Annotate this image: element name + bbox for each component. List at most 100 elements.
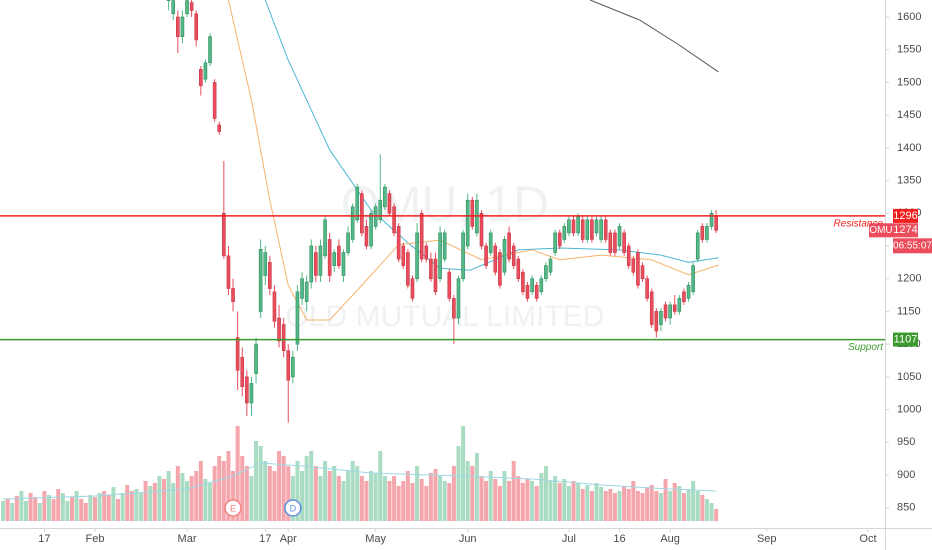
price-tags: 1296 1107 OMU 1274 06:55:07	[869, 208, 932, 347]
volume-bar	[157, 476, 162, 521]
volume-bar	[143, 481, 148, 521]
volume-bar	[203, 479, 208, 521]
volume-bar	[382, 476, 387, 521]
candle-body	[286, 350, 291, 381]
candle-body	[521, 271, 525, 293]
volume-bar	[244, 466, 249, 521]
volume-bar	[60, 493, 65, 521]
y-tick-label: 1600	[897, 11, 921, 23]
volume-ma-line	[2, 462, 717, 500]
candle-body	[254, 343, 258, 374]
candle-body	[415, 232, 419, 280]
volume-bar	[56, 489, 61, 521]
moving-average-line	[227, 0, 719, 321]
x-tick-label: Oct	[859, 533, 876, 545]
candle-body	[599, 219, 603, 240]
volume-bar	[516, 476, 521, 521]
volume-bar	[106, 495, 111, 521]
candle-body	[396, 226, 401, 260]
volume-bar	[566, 486, 571, 521]
candle-body	[208, 36, 212, 64]
candle-body	[176, 16, 180, 37]
candle-body	[217, 124, 222, 132]
volume-bar	[714, 509, 719, 521]
candle-body	[355, 186, 360, 221]
volume-bar	[194, 471, 199, 521]
x-tick-label: 16	[613, 533, 625, 545]
candle-body	[479, 212, 484, 247]
candle-body	[189, 2, 194, 11]
event-marker	[284, 499, 302, 517]
volume-bar	[277, 451, 282, 521]
volume-bar	[208, 483, 213, 521]
volume-bar	[663, 479, 668, 521]
volume-bar	[548, 481, 553, 521]
volume-bar	[704, 499, 709, 521]
candle-body	[544, 265, 548, 280]
candle-body	[636, 252, 640, 286]
candle-body	[281, 324, 286, 351]
candle-body	[277, 317, 281, 342]
candle-body	[309, 245, 314, 283]
candle-body	[488, 232, 493, 253]
volume-bar	[313, 466, 318, 521]
volume-bar	[23, 501, 28, 521]
volume-bar	[640, 493, 645, 521]
volume-bar	[258, 446, 263, 521]
candle-body	[314, 252, 318, 276]
candle-body	[341, 252, 346, 276]
candle-body	[654, 311, 659, 332]
candle-body	[493, 245, 498, 273]
volume-bar	[530, 481, 535, 521]
candle-body	[590, 219, 594, 240]
candle-body	[410, 278, 415, 299]
candle-body	[617, 226, 622, 247]
candle-body	[235, 337, 240, 371]
volume-bar	[226, 451, 231, 521]
volume-bar	[497, 486, 502, 521]
candle-body	[626, 245, 631, 266]
candle-body	[677, 298, 682, 312]
volume-bar	[33, 497, 38, 521]
level-tag	[893, 332, 918, 347]
volume-bar	[571, 481, 576, 521]
volume-bar	[300, 471, 305, 521]
level-label: Support	[848, 342, 884, 353]
volume-bar	[502, 471, 507, 521]
volume-bar	[0, 501, 5, 521]
volume-bar	[387, 481, 392, 521]
volume-bar	[295, 461, 300, 521]
candle-body	[240, 356, 245, 387]
volume-bar	[626, 489, 631, 521]
volume-bar	[405, 471, 410, 521]
volume-bar	[631, 481, 636, 521]
x-tick-label: 17	[259, 533, 271, 545]
candle-body	[360, 193, 364, 234]
candle-body	[171, 0, 176, 15]
candle-body	[245, 376, 249, 404]
volume-bar	[608, 489, 613, 521]
candle-body	[185, 0, 189, 15]
y-tick-label: 1000	[897, 403, 921, 415]
volume-bar	[346, 471, 351, 521]
candle-body	[387, 193, 392, 214]
volume-bar	[534, 486, 539, 521]
volume-bar	[341, 481, 346, 521]
candle-body	[659, 311, 663, 325]
candle-body	[705, 226, 709, 240]
volume-bar	[557, 483, 562, 521]
volume-bar	[649, 485, 654, 521]
candle-body	[263, 252, 268, 276]
candle-body	[511, 245, 516, 266]
candle-body	[304, 281, 309, 302]
volume-bar	[180, 473, 185, 521]
candle-body	[585, 219, 590, 240]
volume-bar	[617, 491, 622, 521]
volume-bar	[281, 456, 286, 521]
candle-body	[461, 232, 465, 280]
volume-bar	[134, 489, 139, 521]
volume-bar	[263, 461, 268, 521]
volume-bar	[442, 481, 447, 521]
candle-body	[226, 255, 231, 289]
